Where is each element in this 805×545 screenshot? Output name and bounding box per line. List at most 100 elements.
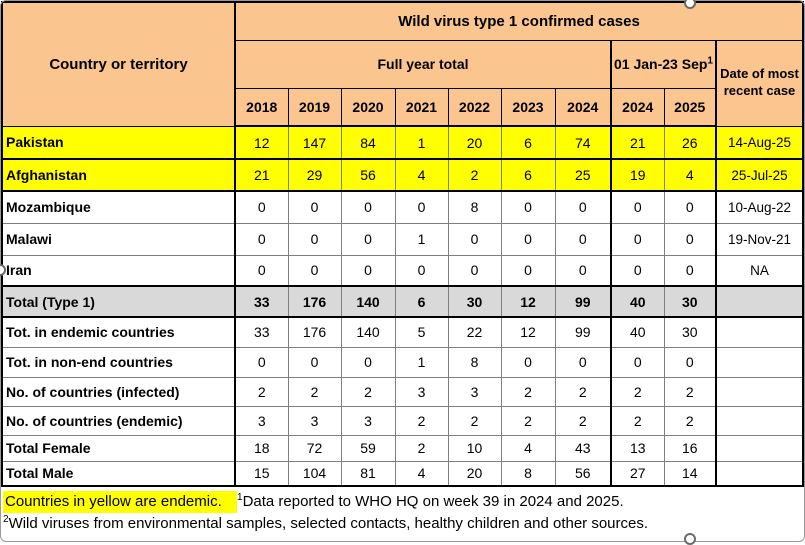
value-cell: 20 xyxy=(447,125,502,160)
value-cell: 18 xyxy=(234,434,289,462)
value-cell: 3 xyxy=(287,405,342,436)
value-cell: 12 xyxy=(500,285,556,318)
value-cell: 0 xyxy=(394,254,449,287)
table-row: Total Female 18 72 59 2 10 4 43 13 16 xyxy=(1,434,804,462)
date-cell xyxy=(714,376,804,407)
value-cell: 0 xyxy=(500,190,556,224)
value-cell: 14 xyxy=(663,460,717,487)
value-cell: 2 xyxy=(394,434,449,462)
endemic-note: Countries in yellow are endemic. xyxy=(3,491,237,513)
year-header-cell: 2022 xyxy=(447,87,502,127)
value-cell: 0 xyxy=(234,222,289,256)
value-cell: 1 xyxy=(394,346,449,378)
value-cell: 0 xyxy=(447,254,502,287)
country-cell: Total Female xyxy=(1,434,236,462)
value-cell: 6 xyxy=(500,158,556,192)
value-cell: 3 xyxy=(234,405,289,436)
country-cell: Iran xyxy=(1,254,236,287)
country-cell: Pakistan xyxy=(1,125,236,160)
value-cell: 0 xyxy=(663,222,717,256)
value-cell: 29 xyxy=(287,158,342,192)
value-cell: 4 xyxy=(500,434,556,462)
table-row-total: Total (Type 1) 33 176 140 6 30 12 99 40 … xyxy=(1,285,804,318)
value-cell: 0 xyxy=(500,346,556,378)
country-cell: Total (Type 1) xyxy=(1,285,236,318)
value-cell: 3 xyxy=(394,376,449,407)
value-cell: 0 xyxy=(610,222,665,256)
value-cell: 2 xyxy=(234,376,289,407)
country-cell: Malawi xyxy=(1,222,236,256)
value-cell: 12 xyxy=(234,125,289,160)
value-cell: 30 xyxy=(663,285,717,318)
footnote-1-text: Data reported to WHO HQ on week 39 in 20… xyxy=(242,493,624,510)
value-cell: 4 xyxy=(394,460,449,487)
cases-table: Country or territory Wild virus type 1 c… xyxy=(1,1,805,487)
country-cell: Tot. in non-end countries xyxy=(1,346,236,378)
date-cell xyxy=(714,316,804,348)
selection-handle-top[interactable] xyxy=(684,0,696,9)
year-header-cell: 2025 xyxy=(663,87,717,127)
year-header-cell: 2024 xyxy=(610,87,665,127)
header-row-groups: Full year total 01 Jan-23 Sep1 Date of m… xyxy=(2,39,804,127)
year-header-cell: 2021 xyxy=(394,87,449,127)
value-cell: 2 xyxy=(340,376,396,407)
value-cell: 176 xyxy=(287,316,342,348)
value-cell: 26 xyxy=(663,125,717,160)
header-row-years: 2018 2019 2020 2021 2022 2023 2024 2024 … xyxy=(2,87,803,127)
value-cell: 0 xyxy=(234,254,289,287)
selection-handle-bottom[interactable] xyxy=(684,533,696,545)
value-cell: 0 xyxy=(610,190,665,224)
table-row: Total Male 15 104 81 4 20 8 56 27 14 xyxy=(1,460,804,487)
value-cell: 2 xyxy=(610,376,665,407)
year-header-cell: 2024 xyxy=(554,87,612,127)
value-cell: 56 xyxy=(340,158,396,192)
value-cell: 0 xyxy=(554,346,612,378)
value-cell: 2 xyxy=(447,158,502,192)
value-cell: 1 xyxy=(394,125,449,160)
value-cell: 33 xyxy=(234,316,289,348)
value-cell: 6 xyxy=(394,285,449,318)
value-cell: 2 xyxy=(500,405,556,436)
header-row-title: Country or territory Wild virus type 1 c… xyxy=(1,1,804,127)
value-cell: 0 xyxy=(394,190,449,224)
value-cell: 30 xyxy=(447,285,502,318)
value-cell: 5 xyxy=(394,316,449,348)
value-cell: 27 xyxy=(610,460,665,487)
value-cell: 40 xyxy=(610,285,665,318)
table-row: Tot. in endemic countries 33 176 140 5 2… xyxy=(1,316,804,348)
country-cell: Tot. in endemic countries xyxy=(1,316,236,348)
date-cell: 25-Jul-25 xyxy=(714,158,804,192)
value-cell: 8 xyxy=(447,190,502,224)
footnote-2-text: Wild viruses from environmental samples,… xyxy=(8,515,649,532)
superscript: 2 xyxy=(3,514,9,525)
selection-handle-left[interactable] xyxy=(0,264,6,276)
year-header-cell: 2020 xyxy=(340,87,396,127)
jan-sep-label: 01 Jan-23 Sep xyxy=(614,56,708,72)
value-cell: 2 xyxy=(554,376,612,407)
value-cell: 2 xyxy=(610,405,665,436)
date-cell xyxy=(714,434,804,462)
value-cell: 2 xyxy=(500,376,556,407)
value-cell: 0 xyxy=(610,254,665,287)
value-cell: 40 xyxy=(610,316,665,348)
value-cell: 81 xyxy=(340,460,396,487)
country-header-cell: Country or territory xyxy=(1,1,236,127)
country-cell: No. of countries (endemic) xyxy=(1,405,236,436)
value-cell: 33 xyxy=(234,285,289,318)
date-recent-header-cell: Date of most recent case xyxy=(714,39,804,127)
country-cell: No. of countries (infected) xyxy=(1,376,236,407)
year-header-cell: 2023 xyxy=(500,87,556,127)
value-cell: 0 xyxy=(500,254,556,287)
value-cell: 2 xyxy=(663,376,717,407)
value-cell: 30 xyxy=(663,316,717,348)
value-cell: 12 xyxy=(500,316,556,348)
value-cell: 0 xyxy=(663,254,717,287)
superscript: 1 xyxy=(707,55,713,67)
date-cell: NA xyxy=(714,254,804,287)
footnote-1: 1Data reported to WHO HQ on week 39 in 2… xyxy=(237,491,624,511)
value-cell: 22 xyxy=(447,316,502,348)
date-cell: 19-Nov-21 xyxy=(714,222,804,256)
value-cell: 15 xyxy=(234,460,289,487)
footer-line-2: 2Wild viruses from environmental samples… xyxy=(3,514,649,533)
value-cell: 43 xyxy=(554,434,612,462)
